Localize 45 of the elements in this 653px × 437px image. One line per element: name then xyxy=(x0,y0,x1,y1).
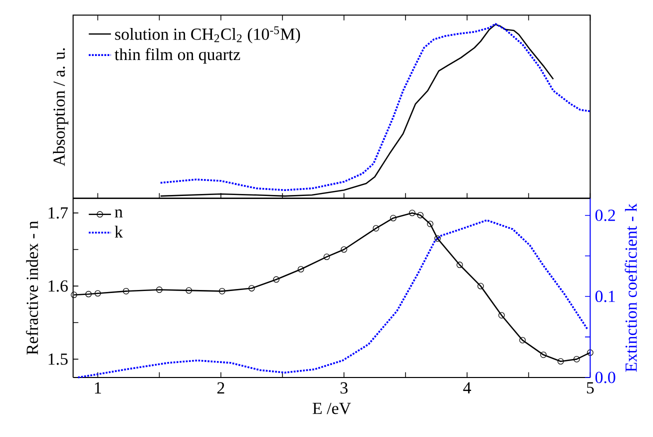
y-axis-title: Absorption / a. u. xyxy=(52,48,68,166)
point xyxy=(557,358,564,365)
point xyxy=(409,210,416,216)
legend-label: solution in CH$_{2}$Cl$_{2}$ (10$^{-5}$M) xyxy=(115,26,300,44)
y-axis-title: Refractive index - n xyxy=(26,221,38,355)
point xyxy=(94,290,101,297)
point xyxy=(85,291,92,298)
point xyxy=(417,212,424,219)
point xyxy=(122,288,130,295)
x-tick-label: 4 xyxy=(463,382,472,394)
point xyxy=(426,220,434,228)
y-tick-label: 1.5 xyxy=(48,354,68,366)
legend-label: k xyxy=(114,226,123,238)
point xyxy=(298,266,304,273)
point xyxy=(498,312,505,319)
x-tick-label: 3 xyxy=(340,382,348,394)
point xyxy=(70,292,78,298)
point xyxy=(456,262,463,268)
point xyxy=(519,337,526,344)
x-tick-label: 2 xyxy=(217,382,224,394)
y2-tick-label: 0.2 xyxy=(595,210,615,222)
point xyxy=(540,352,547,358)
x-axis-title: E /eV xyxy=(312,403,351,414)
legend-label: thin film on quartz xyxy=(114,48,240,64)
point xyxy=(573,356,580,363)
legend-label: n xyxy=(114,210,123,218)
point xyxy=(156,286,162,294)
point xyxy=(434,236,441,242)
point xyxy=(273,276,280,283)
point xyxy=(248,285,255,292)
y-tick-label: 1.7 xyxy=(48,207,68,219)
y-tick-label: 1.6 xyxy=(48,280,68,292)
point xyxy=(218,288,226,295)
point xyxy=(587,350,594,356)
x-tick-label: 1 xyxy=(95,382,101,394)
y2-tick-label: 0.0 xyxy=(595,372,616,384)
point xyxy=(324,254,330,260)
point xyxy=(186,287,192,294)
x-tick-label: 5 xyxy=(586,382,594,394)
point xyxy=(477,283,484,290)
y2-axis-title: Extinction coefficient - k xyxy=(624,204,637,372)
point xyxy=(372,225,380,232)
point xyxy=(340,246,348,253)
point xyxy=(390,215,396,222)
y2-tick-label: 0.1 xyxy=(595,290,615,302)
